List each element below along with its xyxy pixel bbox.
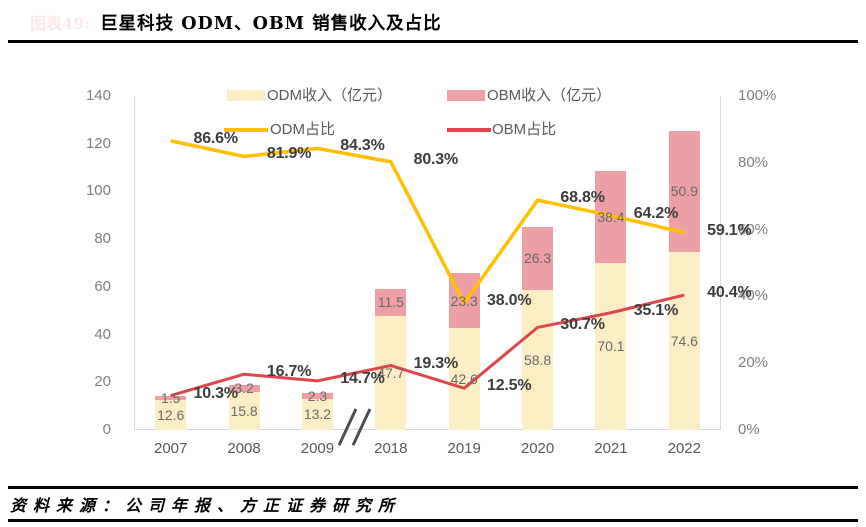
y-axis-left-tick: 120 xyxy=(85,134,111,152)
odm-share-label: 38.0% xyxy=(487,292,532,310)
x-axis-label: 2009 xyxy=(300,440,335,457)
legend-label-obm-share: OBM占比 xyxy=(492,121,557,138)
odm-share-label: 84.3% xyxy=(340,137,385,155)
obm-share-label: 35.1% xyxy=(633,301,679,319)
y-axis-left-tick: 80 xyxy=(94,230,111,248)
source-note: 资料来源：公司年报、方正证券研究所 xyxy=(10,496,402,515)
y-axis-left-tick: 100 xyxy=(85,182,111,200)
obm-share-label: 16.7% xyxy=(266,363,312,381)
x-axis-label: 2022 xyxy=(667,440,701,457)
odm-share-label: 68.8% xyxy=(560,189,605,207)
legend-swatch-odm-revenue xyxy=(227,90,265,101)
title-divider xyxy=(8,40,858,43)
odm-share-label: 64.2% xyxy=(633,204,679,222)
odm-value-label: 15.8 xyxy=(230,403,258,420)
x-axis-label: 2007 xyxy=(154,440,188,457)
y-axis-right-tick: 20% xyxy=(738,354,769,372)
legend-label-odm-revenue: ODM收入（亿元） xyxy=(267,87,392,104)
odm-value-label: 70.1 xyxy=(597,338,625,355)
legend-swatch-obm-share xyxy=(447,128,491,132)
odm-share-label: 59.1% xyxy=(707,221,752,239)
obm-value-label: 2.3 xyxy=(307,387,328,404)
obm-value-label: 11.5 xyxy=(377,294,404,311)
y-axis-left-tick: 60 xyxy=(94,277,111,295)
figure-header: 图表49: 巨星科技 ODM、OBM 销售收入及占比 xyxy=(30,10,442,35)
obm-value-label: 23.3 xyxy=(450,292,478,309)
odm-value-label: 12.6 xyxy=(157,406,185,423)
obm-share-label: 40.4% xyxy=(707,284,752,302)
x-axis-label: 2019 xyxy=(447,440,481,457)
legend-swatch-odm-share xyxy=(224,128,268,132)
obm-value-label: 3.2 xyxy=(234,380,254,397)
x-axis-label: 2008 xyxy=(227,440,261,457)
y-axis-left-tick: 20 xyxy=(94,373,111,391)
obm-value-label: 26.3 xyxy=(523,250,552,267)
legend-label-obm-revenue: OBM收入（亿元） xyxy=(487,87,612,104)
footer-divider-top xyxy=(8,486,858,489)
plot-area xyxy=(134,96,721,430)
odm-share-label: 80.3% xyxy=(413,150,459,168)
y-axis-right-tick: 40% xyxy=(738,287,769,305)
odm-share-label: 86.6% xyxy=(193,129,239,147)
page-title: 巨星科技 ODM、OBM 销售收入及占比 xyxy=(100,14,442,34)
odm-bar-segment xyxy=(155,399,187,430)
y-axis-right-tick: 60% xyxy=(738,220,769,238)
obm-share-label: 14.7% xyxy=(340,369,385,387)
obm-value-label: 1.5 xyxy=(160,390,181,407)
y-axis-right-tick: 80% xyxy=(738,153,769,171)
odm-value-label: 13.2 xyxy=(303,406,332,423)
odm-value-label: 58.8 xyxy=(523,351,552,368)
legend-swatch-obm-revenue xyxy=(447,90,485,101)
obm-value-label: 38.4 xyxy=(597,208,625,225)
obm-share-label: 30.7% xyxy=(560,316,605,334)
x-axis-label: 2021 xyxy=(594,440,628,457)
legend-label-odm-share: ODM占比 xyxy=(270,121,335,138)
odm-bar-segment xyxy=(228,392,260,430)
obm-share-label: 12.5% xyxy=(487,377,532,395)
y-axis-right-tick: 100% xyxy=(738,87,777,104)
y-axis-left-tick: 0 xyxy=(102,421,111,438)
y-axis-right-tick: 0% xyxy=(738,421,760,438)
obm-value-label: 50.9 xyxy=(670,183,698,200)
obm-bar-segment xyxy=(155,396,187,400)
odm-bar-segment xyxy=(301,398,333,430)
y-axis-left-tick: 140 xyxy=(85,87,111,104)
footer-divider-bottom xyxy=(8,519,858,522)
y-axis-left-tick: 40 xyxy=(94,325,111,343)
figure-number-label: 图表49: xyxy=(30,14,91,33)
obm-share-label: 10.3% xyxy=(193,384,239,402)
x-axis-label: 2018 xyxy=(374,440,408,457)
odm-share-label: 81.9% xyxy=(266,145,312,163)
x-axis-label: 2020 xyxy=(520,440,555,457)
odm-value-label: 74.6 xyxy=(670,333,698,349)
obm-share-label: 19.3% xyxy=(413,354,459,372)
odm-value-label: 42.6 xyxy=(450,371,478,388)
odm-value-label: 47.7 xyxy=(377,365,405,382)
